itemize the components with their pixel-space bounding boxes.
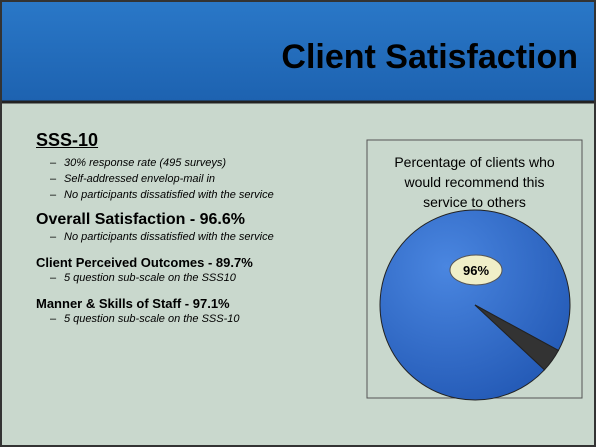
bullet: No participants dissatisfied with the se… xyxy=(36,229,304,245)
section-heading: SSS-10 xyxy=(36,130,99,150)
section-heading: Overall Satisfaction - 96.6% xyxy=(36,211,245,228)
bullet: 5 question sub-scale on the SSS-10 xyxy=(36,311,304,327)
section-heading: Manner & Skills of Staff - 97.1% xyxy=(36,296,230,311)
pie-slice xyxy=(474,304,560,371)
content: SSS-10 30% response rate (495 surveys)Sel… xyxy=(36,130,326,327)
bullet: 5 question sub-scale on the SSS10 xyxy=(36,270,304,286)
bullet: 30% response rate (495 surveys) xyxy=(36,155,304,171)
label-bubble xyxy=(449,254,503,286)
header-band xyxy=(0,0,596,102)
data-label: 96% xyxy=(463,263,489,278)
bullet: Self-addressed envelop-mail in xyxy=(36,171,304,187)
section-heading: Client Perceived Outcomes - 89.7% xyxy=(36,255,253,270)
bullet: No participants dissatisfied with the se… xyxy=(36,187,304,203)
slide-title: Client Satisfaction xyxy=(281,38,578,76)
chart-title: Percentage of clients who would recommen… xyxy=(394,154,555,210)
pie: 96% xyxy=(379,209,571,401)
